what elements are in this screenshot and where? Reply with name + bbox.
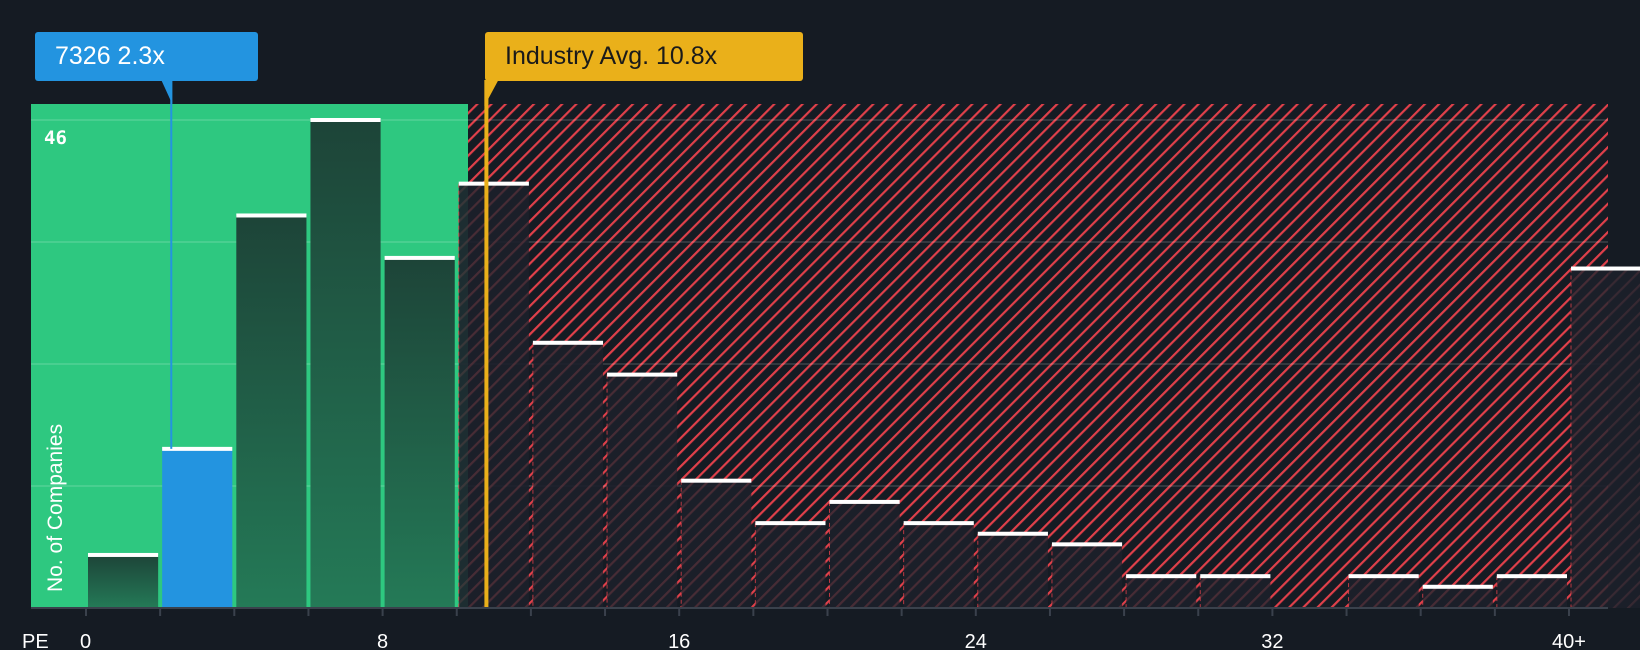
bar-fill — [458, 183, 529, 609]
x-tick-label: 40+ — [1552, 631, 1586, 650]
bar-fill — [532, 342, 604, 608]
bar-fill — [1496, 576, 1567, 608]
bar-fill — [829, 501, 900, 608]
bar-34-36 — [1348, 574, 1419, 608]
bar-30-32 — [1199, 574, 1271, 608]
bar-fill — [236, 215, 307, 608]
bar-fill — [755, 523, 826, 608]
bar-28-30 — [1125, 574, 1197, 608]
bar-10-12 — [458, 181, 529, 609]
bar-20-22 — [829, 499, 900, 608]
bar-fill — [1422, 586, 1493, 608]
industry-pointer — [484, 80, 499, 106]
bar-16-18 — [680, 478, 752, 608]
x-axis-ticks: 0 8 16 24 32 40+ — [80, 608, 1586, 650]
bar-18-20 — [754, 521, 826, 608]
bar-fill — [1200, 576, 1271, 608]
bar-top — [903, 521, 974, 526]
bar-fill — [1051, 544, 1123, 608]
bar-36-38 — [1422, 584, 1493, 608]
x-tick-label: 8 — [377, 631, 388, 650]
bar-top — [1126, 574, 1197, 579]
bar-top — [310, 118, 381, 122]
x-tick-label: 0 — [80, 631, 91, 650]
bar-6-8 — [310, 118, 381, 608]
bar-fill — [977, 533, 1048, 608]
x-tick-label: 32 — [1261, 631, 1283, 650]
bar-top — [162, 446, 233, 451]
bar-top — [236, 213, 307, 218]
bar-top — [1200, 574, 1271, 579]
bar-top — [532, 340, 604, 345]
bar-26-28 — [1051, 542, 1123, 608]
y-tick-label-46: 46 — [44, 127, 67, 149]
bar-0-2 — [88, 552, 159, 608]
bar-8-10 — [384, 255, 455, 608]
bar-top — [607, 372, 678, 377]
bar-fill — [88, 554, 159, 608]
bar-top — [458, 181, 529, 186]
bar-top — [755, 521, 826, 526]
bar-top — [1348, 574, 1419, 579]
bar-top — [88, 552, 159, 557]
bar-top — [384, 255, 455, 260]
bar-top — [1496, 574, 1567, 579]
bar-fill — [1126, 576, 1197, 608]
bar-fill — [607, 374, 678, 608]
industry-avg-callout: Industry Avg. 10.8x — [485, 32, 803, 81]
bar-fill — [384, 257, 455, 608]
bar-2-4 — [162, 446, 233, 608]
x-tick-label: 24 — [965, 631, 987, 650]
bar-top — [1571, 266, 1640, 271]
bar-fill — [162, 448, 233, 608]
x-axis-label: PE — [22, 631, 49, 650]
bar-fill — [1571, 268, 1640, 608]
bar-top — [681, 478, 752, 483]
bar-38-40 — [1496, 574, 1567, 608]
bar-top — [1051, 542, 1123, 547]
company-pointer — [161, 80, 173, 104]
bar-fill — [310, 120, 381, 608]
bar-4-6 — [236, 213, 307, 608]
bar-22-24 — [903, 521, 974, 608]
bar-top — [829, 499, 900, 504]
company-callout: 7326 2.3x — [35, 32, 258, 81]
bar-top — [977, 531, 1048, 536]
bar-12-14 — [532, 340, 604, 608]
y-axis-label: No. of Companies — [44, 424, 67, 592]
bar-fill — [903, 523, 974, 608]
x-tick-label: 16 — [668, 631, 690, 650]
bars — [88, 118, 1640, 609]
bar-40+ — [1570, 266, 1640, 608]
bar-top — [1422, 584, 1493, 589]
bar-fill — [681, 480, 752, 608]
bar-24-26 — [977, 531, 1048, 608]
bar-14-16 — [606, 372, 678, 608]
bar-fill — [1348, 576, 1419, 608]
